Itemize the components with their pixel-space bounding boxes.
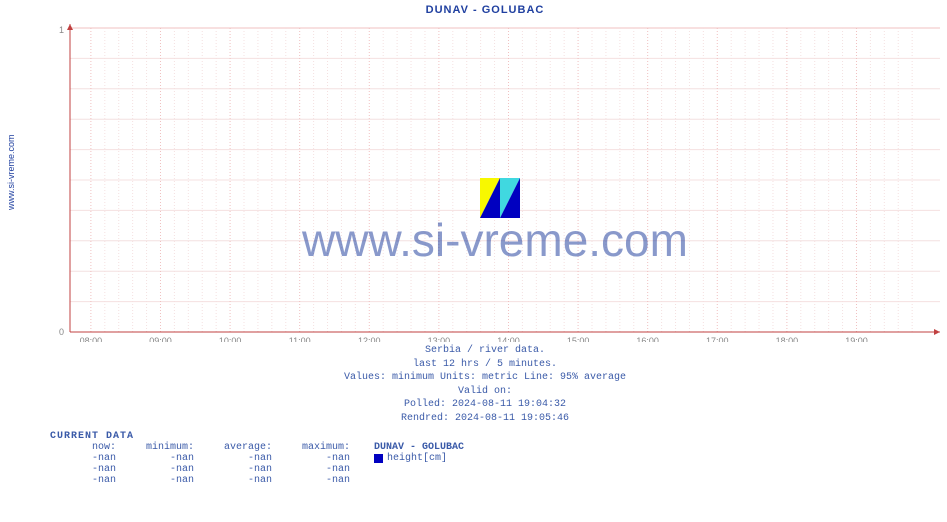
table-row: -nan -nan -nan -nan height[cm]	[50, 453, 940, 464]
cell: -nan	[50, 464, 128, 475]
current-data-col-header: now: minimum: average: maximum: DUNAV - …	[50, 442, 940, 453]
svg-text:0: 0	[59, 327, 64, 337]
svg-text:16:00: 16:00	[636, 336, 659, 342]
sub-line-6: Rendred: 2024-08-11 19:05:46	[30, 412, 940, 426]
svg-text:18:00: 18:00	[776, 336, 799, 342]
sub-line-2: last 12 hrs / 5 minutes.	[30, 358, 940, 372]
svg-text:13:00: 13:00	[428, 336, 451, 342]
svg-text:1: 1	[59, 25, 64, 35]
sub-line-5: Polled: 2024-08-11 19:04:32	[30, 398, 940, 412]
svg-text:10:00: 10:00	[219, 336, 242, 342]
measure-label: height[cm]	[387, 453, 447, 464]
cell: -nan	[128, 464, 206, 475]
col-now: now:	[50, 442, 128, 453]
legend-item: height[cm]	[374, 453, 447, 464]
current-data-header: CURRENT DATA	[50, 431, 940, 442]
svg-text:17:00: 17:00	[706, 336, 729, 342]
cell: -nan	[50, 475, 128, 486]
cell: -nan	[128, 475, 206, 486]
svg-text:19:00: 19:00	[845, 336, 868, 342]
sub-line-4: Valid on:	[30, 385, 940, 399]
sub-line-3: Values: minimum Units: metric Line: 95% …	[30, 371, 940, 385]
cell: -nan	[206, 464, 284, 475]
svg-text:11:00: 11:00	[289, 336, 311, 342]
sub-line-1: Serbia / river data.	[30, 344, 940, 358]
table-row: -nan -nan -nan -nan	[50, 475, 940, 486]
col-minimum: minimum:	[128, 442, 206, 453]
svg-text:15:00: 15:00	[567, 336, 590, 342]
cell: -nan	[50, 453, 128, 464]
table-row: -nan -nan -nan -nan	[50, 464, 940, 475]
svg-text:12:00: 12:00	[358, 336, 381, 342]
svg-text:09:00: 09:00	[149, 336, 172, 342]
svg-text:08:00: 08:00	[80, 336, 103, 342]
chart-plot: 08:00 09:00 10:00 11:00 12:00 13:00 14:00 15:00…	[50, 18, 940, 342]
cell: -nan	[206, 475, 284, 486]
series-label: DUNAV - GOLUBAC	[374, 442, 464, 453]
cell: -nan	[206, 453, 284, 464]
col-maximum: maximum:	[284, 442, 362, 453]
current-data: CURRENT DATA now: minimum: average: maxi…	[50, 431, 940, 486]
col-average: average:	[206, 442, 284, 453]
chart-subtext: Serbia / river data. last 12 hrs / 5 min…	[30, 344, 940, 425]
cell: -nan	[284, 453, 362, 464]
cell: -nan	[128, 453, 206, 464]
cell: -nan	[284, 464, 362, 475]
side-attribution: www.si-vreme.com	[6, 134, 16, 210]
chart-title: DUNAV - GOLUBAC	[30, 0, 940, 18]
chart-container: DUNAV - GOLUBAC 08:00 09:00 10:00 11:00 12:0…	[30, 0, 940, 486]
watermark-logo	[480, 178, 520, 218]
legend-color-box	[374, 454, 383, 463]
svg-text:14:00: 14:00	[497, 336, 520, 342]
cell: -nan	[284, 475, 362, 486]
